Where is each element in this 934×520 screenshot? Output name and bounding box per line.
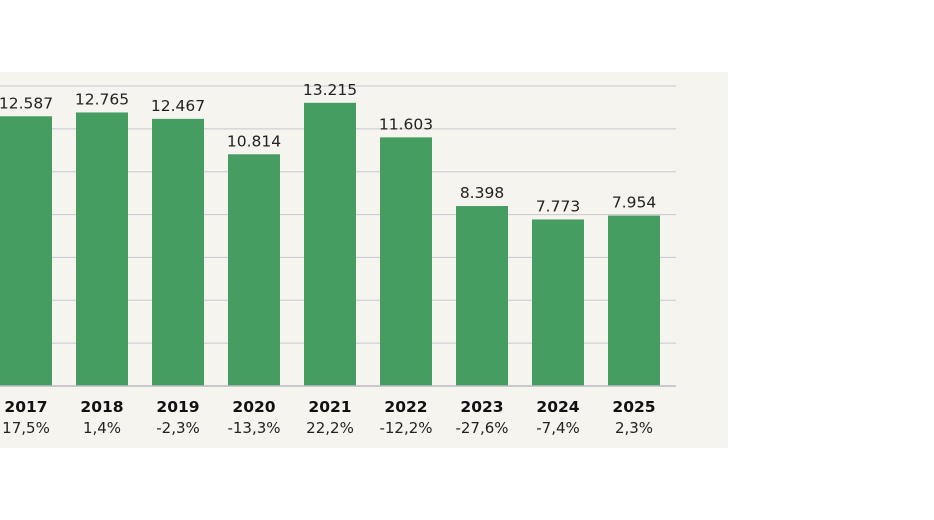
change-label-2023: -27,6% (455, 419, 508, 437)
value-label-2017: 12.587 (0, 94, 53, 112)
value-label-2025: 7.954 (612, 194, 656, 212)
value-label-2024: 7.773 (536, 197, 580, 215)
change-label-2018: 1,4% (83, 419, 121, 437)
x-tick-label-2018: 2018 (80, 398, 123, 416)
bar-2020 (228, 154, 280, 386)
change-label-2024: -7,4% (536, 419, 580, 437)
value-label-2023: 8.398 (460, 184, 504, 202)
change-label-2017: 17,5% (2, 419, 50, 437)
value-label-2018: 12.765 (75, 90, 129, 108)
bar-2023 (456, 206, 508, 386)
bar-2025 (608, 215, 660, 386)
value-label-2022: 11.603 (379, 115, 433, 133)
x-tick-label-2022: 2022 (384, 398, 427, 416)
bar-2019 (152, 118, 204, 386)
value-label-2019: 12.467 (151, 97, 205, 115)
bar-2022 (380, 137, 432, 386)
change-label-2019: -2,3% (156, 419, 200, 437)
change-label-2022: -12,2% (379, 419, 432, 437)
x-tick-label-2024: 2024 (536, 398, 579, 416)
labels: 12.587 2017 17,5% 12.765 2018 1,4% 12.467 2019 -… (0, 81, 656, 437)
bar-2018 (76, 112, 128, 386)
change-label-2025: 2,3% (615, 419, 653, 437)
bar-2024 (532, 219, 584, 386)
value-label-2021: 13.215 (303, 81, 357, 99)
x-tick-label-2023: 2023 (460, 398, 503, 416)
bar-2017 (0, 116, 52, 387)
x-tick-label-2019: 2019 (156, 398, 199, 416)
x-tick-label-2025: 2025 (612, 398, 655, 416)
x-tick-label-2017: 2017 (4, 398, 47, 416)
bar-2021 (304, 102, 356, 387)
x-tick-label-2020: 2020 (232, 398, 275, 416)
x-tick-label-2021: 2021 (308, 398, 351, 416)
value-label-2020: 10.814 (227, 132, 281, 150)
change-label-2020: -13,3% (227, 419, 280, 437)
chart-panel: 12.587 2017 17,5% 12.765 2018 1,4% 12.467 2019 -… (0, 72, 728, 448)
change-label-2021: 22,2% (306, 419, 354, 437)
bar-chart: 12.587 2017 17,5% 12.765 2018 1,4% 12.467 2019 -… (0, 81, 676, 437)
bars (0, 102, 660, 387)
